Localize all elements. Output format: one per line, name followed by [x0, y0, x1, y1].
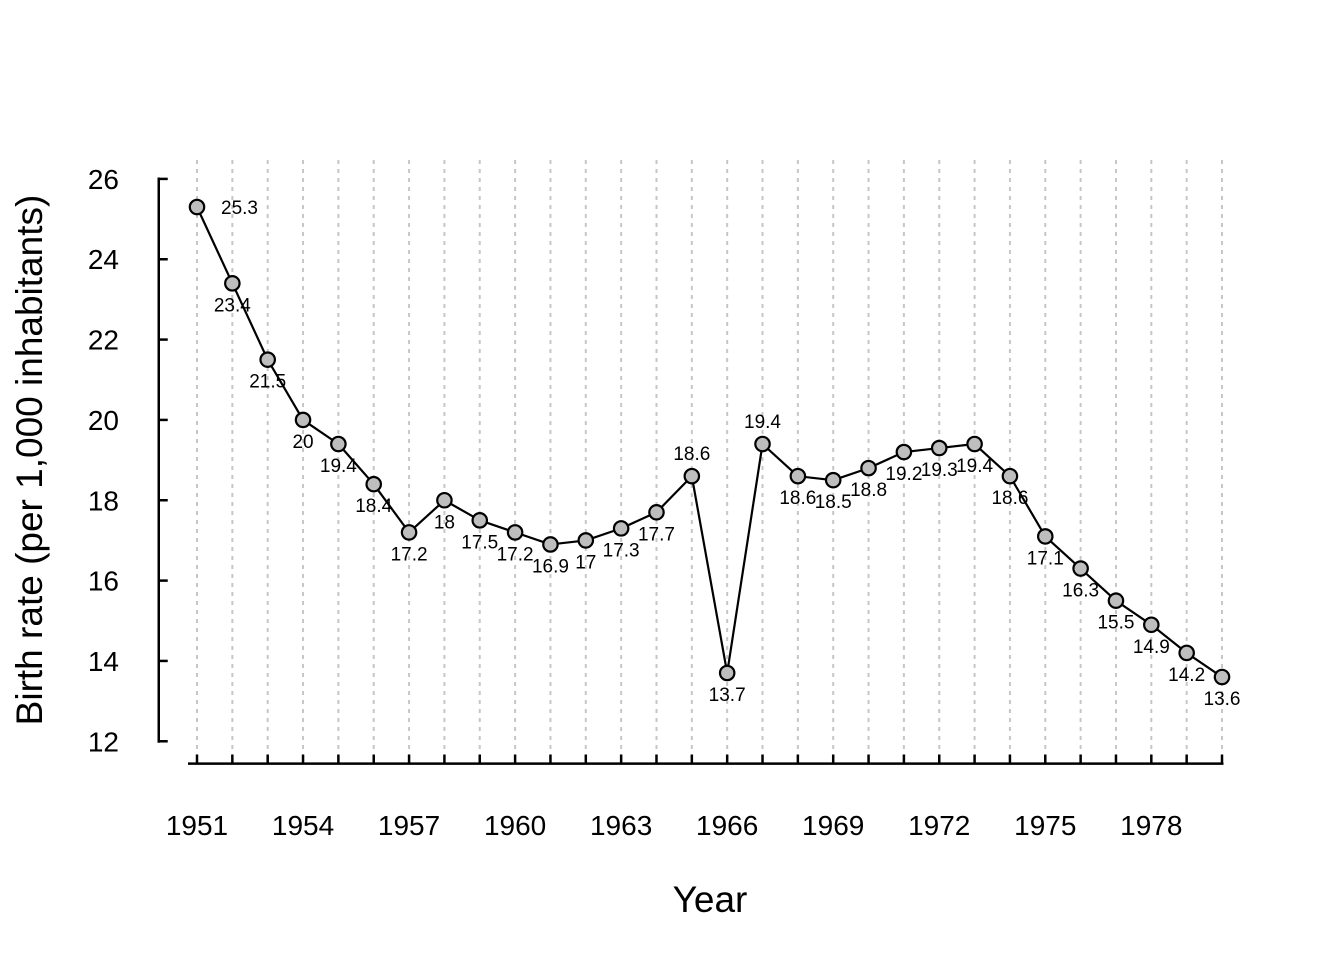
point-value-label: 14.2	[1168, 665, 1205, 686]
data-point	[1178, 644, 1195, 662]
data-point	[224, 275, 241, 292]
data-point	[930, 439, 948, 457]
data-point	[1107, 592, 1125, 609]
data-point	[365, 475, 383, 493]
point-value-label: 18.6	[779, 488, 816, 509]
data-point	[330, 435, 347, 453]
data-point	[436, 491, 453, 509]
y-axis-title: Birth rate (per 1,000 inhabitants)	[9, 195, 50, 726]
point-value-label: 18.8	[850, 480, 887, 501]
point-value-label: 19.4	[744, 412, 781, 433]
y-tick-label: 18	[88, 485, 119, 516]
data-series-layer	[188, 198, 1231, 686]
data-point	[789, 467, 807, 485]
point-value-label: 25.3	[221, 198, 258, 219]
point-value-label: 20	[292, 432, 313, 453]
y-tick-label: 12	[88, 726, 119, 757]
x-tick-label: 1966	[696, 810, 758, 841]
data-point	[259, 351, 276, 368]
data-point	[824, 471, 842, 489]
x-tick-label: 1957	[378, 810, 440, 841]
point-value-label: 17.3	[603, 540, 640, 561]
point-value-label: 14.9	[1133, 637, 1170, 658]
data-point	[1036, 528, 1054, 545]
x-tick-label: 1951	[166, 810, 228, 841]
point-value-label: 17.7	[638, 524, 675, 545]
point-value-label: 16.3	[1062, 581, 1099, 602]
data-point	[1001, 467, 1019, 485]
y-tick-label: 26	[88, 164, 119, 195]
point-value-label: 17.5	[461, 532, 498, 553]
series-line	[196, 206, 1223, 678]
y-tick-label: 14	[88, 646, 119, 677]
point-value-label: 17.1	[1027, 548, 1064, 569]
data-point	[542, 536, 559, 553]
point-value-label: 13.6	[1204, 689, 1241, 710]
data-point	[577, 532, 595, 549]
data-point	[860, 459, 877, 477]
data-point	[648, 504, 665, 521]
point-value-label: 17.2	[391, 544, 428, 565]
data-point	[612, 520, 630, 537]
gridlines-layer	[196, 160, 1224, 762]
data-point	[400, 524, 418, 541]
point-value-label: 18.6	[673, 444, 710, 465]
point-value-label: 23.4	[214, 295, 251, 316]
x-tick-label: 1963	[590, 810, 652, 841]
data-point	[1143, 616, 1160, 634]
data-point	[1072, 560, 1089, 577]
x-axis-title: Year	[673, 879, 748, 920]
axes-layer: 12 14 16 18 20 22 24 26 1951 1954 1957 1960 1963 1966…	[88, 164, 1224, 841]
data-point	[683, 467, 701, 485]
point-value-label: 15.5	[1097, 613, 1134, 634]
data-point	[294, 411, 312, 429]
data-point	[754, 435, 771, 453]
point-value-label: 21.5	[249, 372, 286, 393]
point-value-label: 19.2	[885, 464, 922, 485]
y-tick-label: 16	[88, 566, 119, 597]
data-point	[718, 664, 736, 682]
x-tick-label: 1972	[908, 810, 970, 841]
y-tick-label: 20	[88, 405, 119, 436]
point-value-label: 19.3	[921, 460, 958, 481]
point-value-label: 17.2	[497, 544, 534, 565]
x-tick-label: 1954	[272, 810, 334, 841]
data-point	[1213, 668, 1231, 686]
point-value-label: 19.4	[320, 456, 357, 477]
data-point	[188, 198, 206, 216]
point-value-label: 18.6	[991, 488, 1028, 509]
x-tick-label: 1975	[1014, 810, 1076, 841]
y-tick-label: 22	[88, 325, 119, 356]
x-tick-label: 1969	[802, 810, 864, 841]
point-value-label: 18.5	[815, 492, 852, 513]
point-value-label: 13.7	[709, 685, 746, 706]
point-value-label: 18	[434, 512, 455, 533]
point-value-label: 17	[575, 552, 596, 573]
point-value-label: 16.9	[532, 556, 569, 577]
data-point	[966, 435, 983, 453]
y-tick-label: 24	[88, 244, 119, 275]
data-point	[506, 524, 524, 541]
x-tick-label: 1978	[1120, 810, 1182, 841]
x-tick-label: 1960	[484, 810, 546, 841]
data-point	[895, 443, 913, 461]
point-labels-layer: 25.323.421.52019.418.417.21817.517.216.9…	[214, 198, 1241, 710]
point-value-label: 18.4	[355, 496, 392, 517]
data-point	[471, 512, 489, 529]
point-value-label: 19.4	[956, 456, 993, 477]
